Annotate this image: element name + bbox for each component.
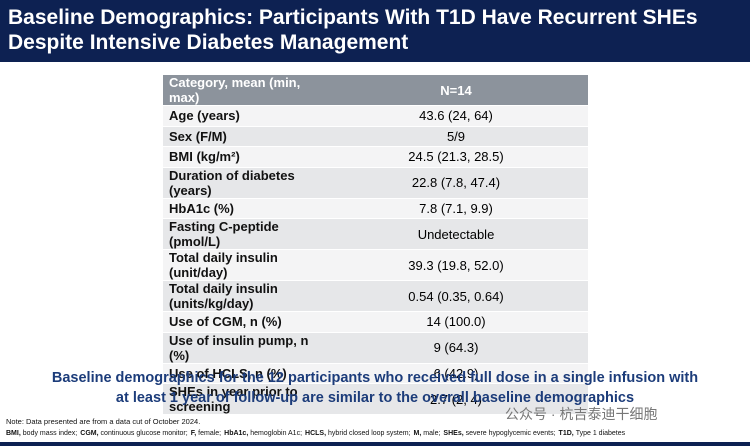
- category-cell: HbA1c (%): [163, 198, 324, 219]
- summary-line: at least 1 year of follow-up are similar…: [115, 390, 635, 406]
- abbr-term: BMI,: [6, 430, 21, 437]
- title-line: Despite Intensive Diabetes Management: [8, 31, 409, 54]
- abbr-term: CGM,: [80, 430, 99, 437]
- column-header: N=14: [324, 75, 588, 106]
- abbr-term: SHEs,: [443, 430, 464, 437]
- footer-bar: [0, 442, 750, 446]
- category-cell: Duration of diabetes (years): [163, 167, 324, 199]
- value-cell: 7.8 (7.1, 9.9): [324, 198, 588, 219]
- category-cell: SHEs in year prior to screening: [163, 383, 324, 415]
- category-cell: Total daily insulin (unit/day): [163, 249, 324, 281]
- category-cell: Total daily insulin (units/kg/day): [163, 280, 324, 312]
- summary: Baseline demographics for the 12 partici…: [0, 368, 750, 408]
- title-line: Baseline Demographics: Participants With…: [8, 6, 698, 29]
- abbr-term: HbA1c,: [224, 430, 249, 437]
- value-cell: 6 (42.9): [324, 363, 588, 384]
- abbr-term: HCLS,: [305, 430, 327, 437]
- table-row: Use of insulin pump, n (%) 9 (64.3): [163, 332, 588, 364]
- note: Note: Data presented are from a data cut…: [6, 417, 201, 426]
- summary-line: Baseline demographics for the 12 partici…: [51, 370, 699, 386]
- category-cell: Age (years): [163, 105, 324, 127]
- abbr-definition: body mass index;: [22, 430, 78, 437]
- table-row: Duration of diabetes (years) 22.8 (7.8, 4…: [163, 167, 588, 199]
- abbreviations: BMI, body mass index; CGM, continuous gluco…: [6, 430, 628, 437]
- value-cell: 14 (100.0): [324, 311, 588, 333]
- category-cell: BMI (kg/m²): [163, 146, 324, 168]
- category-cell: Use of insulin pump, n (%): [163, 332, 324, 364]
- category-cell: Use of CGM, n (%): [163, 311, 324, 333]
- value-cell: 24.5 (21.3, 28.5): [324, 146, 588, 168]
- value-cell: 9 (64.3): [324, 332, 588, 364]
- abbr-term: M,: [413, 430, 422, 437]
- table-row: Fasting C-peptide (pmol/L) Undetectable: [163, 218, 588, 250]
- table-row: Age (years) 43.6 (24, 64): [163, 105, 588, 127]
- column-header: Category, mean (min, max): [163, 75, 324, 106]
- table-row: SHEs in year prior to screening 2.7 (2, 4…: [163, 383, 588, 415]
- value-cell: 39.3 (19.8, 52.0): [324, 249, 588, 281]
- abbr-definition: hemoglobin A1c;: [250, 430, 303, 437]
- table-row: Use of HCLS, n (%) 6 (42.9): [163, 363, 588, 384]
- category-cell: Fasting C-peptide (pmol/L): [163, 218, 324, 250]
- abbr-definition: Type 1 diabetes: [575, 430, 626, 437]
- value-cell: Undetectable: [324, 218, 588, 250]
- table-row: Total daily insulin (unit/day) 39.3 (19.8…: [163, 249, 588, 281]
- abbr-term: T1D,: [558, 430, 574, 437]
- table-row: Total daily insulin (units/kg/day) 0.54 (…: [163, 280, 588, 312]
- abbr-definition: continuous glucose monitor;: [100, 430, 188, 437]
- abbr-definition: severe hypoglycemic events;: [465, 430, 556, 437]
- table-row: HbA1c (%) 7.8 (7.1, 9.9): [163, 198, 588, 219]
- title-banner: Baseline Demographics: Participants With…: [0, 0, 750, 62]
- abbr-definition: female;: [198, 430, 222, 437]
- abbr-term: F,: [190, 430, 197, 437]
- demographics-table: Category, mean (min, max) N=14 Age (year…: [163, 75, 588, 415]
- table-row: BMI (kg/m²) 24.5 (21.3, 28.5): [163, 146, 588, 168]
- table-row: Use of CGM, n (%) 14 (100.0): [163, 311, 588, 333]
- category-cell: Sex (F/M): [163, 126, 324, 147]
- table-row: Sex (F/M) 5/9: [163, 126, 588, 147]
- category-cell: Use of HCLS, n (%): [163, 363, 324, 384]
- abbr-definition: male;: [423, 430, 441, 437]
- value-cell: 2.7 (2, 4): [324, 383, 588, 415]
- value-cell: 5/9: [324, 126, 588, 147]
- abbr-definition: hybrid closed loop system;: [328, 430, 411, 437]
- value-cell: 43.6 (24, 64): [324, 105, 588, 127]
- value-cell: 22.8 (7.8, 47.4): [324, 167, 588, 199]
- value-cell: 0.54 (0.35, 0.64): [324, 280, 588, 312]
- watermark: 公众号 · 杭吉泰迪干细胞: [505, 406, 658, 422]
